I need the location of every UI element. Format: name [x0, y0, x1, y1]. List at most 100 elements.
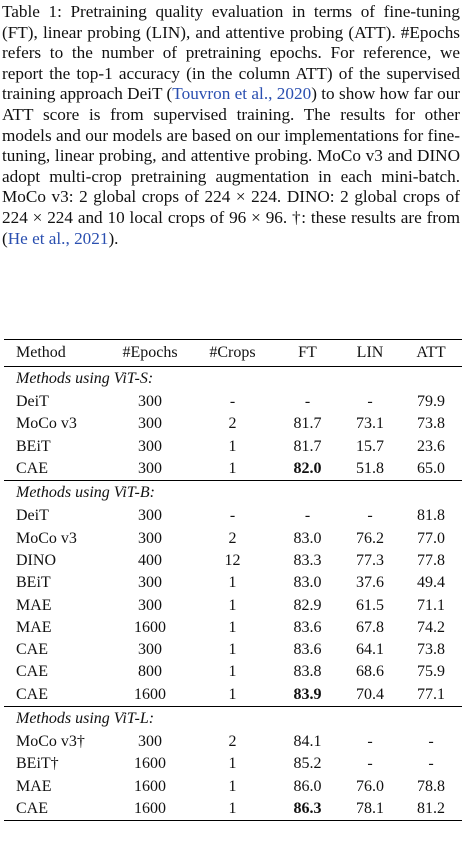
- value-cell: 68.6: [356, 663, 384, 681]
- value-cell: -: [367, 755, 373, 773]
- table-row: CAE 1600 1 83.9 70.4 77.1: [4, 684, 462, 707]
- value-cell: 1600: [134, 618, 166, 636]
- value-cell: 70.4: [356, 685, 384, 703]
- best-value: 82.0: [293, 460, 322, 478]
- column-header: FT: [298, 344, 317, 361]
- header-row: Method #Epochs #Crops FT LIN ATT: [4, 339, 462, 367]
- method-cell: CAE: [16, 641, 48, 659]
- value-cell: 51.8: [356, 460, 384, 478]
- value-cell: 1: [228, 460, 237, 478]
- method-cell: MoCo v3†: [16, 733, 85, 750]
- value-cell: 83.6: [293, 618, 322, 636]
- value-cell: 1: [228, 777, 237, 795]
- value-cell: 1: [228, 799, 237, 817]
- value-cell: 83.8: [293, 663, 322, 681]
- table-row: MoCo v3† 300 2 84.1 - -: [4, 731, 462, 753]
- method-cell: BEiT†: [16, 755, 59, 773]
- value-cell: 1600: [134, 755, 166, 773]
- results-table: Method #Epochs #Crops FT LIN ATT Methods usin…: [4, 339, 462, 821]
- value-cell: 1: [228, 755, 237, 773]
- method-cell: MAE: [16, 777, 52, 795]
- method-cell: MAE: [16, 618, 52, 636]
- method-cell: MoCo v3: [16, 415, 77, 433]
- value-cell: 300: [138, 641, 162, 659]
- group-title: Methods using ViT-S:: [16, 370, 154, 387]
- value-cell: 85.2: [293, 755, 322, 773]
- caption-text: Table 1: Pretraining quality evaluation …: [2, 2, 460, 104]
- value-cell: 1: [228, 596, 237, 614]
- table-row: CAE 800 1 83.8 68.6 75.9: [4, 661, 462, 683]
- value-cell: 76.0: [356, 777, 384, 795]
- column-header: LIN: [356, 344, 384, 361]
- value-cell: 800: [138, 663, 162, 681]
- value-cell: -: [229, 507, 236, 525]
- value-cell: 1600: [134, 685, 166, 703]
- value-cell: 71.1: [417, 596, 445, 614]
- table-row: BEiT† 1600 1 85.2 - -: [4, 753, 462, 775]
- table-row: CAE 300 1 82.0 51.8 65.0: [4, 458, 462, 481]
- value-cell: 86.3: [275, 798, 340, 821]
- value-cell: 84.1: [293, 733, 322, 750]
- value-cell: 15.7: [356, 437, 384, 455]
- value-cell: 82.9: [293, 596, 322, 614]
- method-cell: DeiT: [16, 393, 49, 411]
- value-cell: 67.8: [356, 618, 384, 636]
- value-cell: 76.2: [356, 529, 384, 547]
- value-cell: 77.0: [417, 529, 445, 547]
- method-cell: DeiT: [16, 507, 49, 525]
- value-cell: 83.3: [293, 551, 322, 569]
- row-group: Methods using ViT-S: DeiT 300 - - - 79.9 MoCo v…: [4, 367, 462, 481]
- table-row: MoCo v3 300 2 81.7 73.1 73.8: [4, 413, 462, 435]
- value-cell: 73.8: [417, 641, 445, 659]
- value-cell: 1600: [134, 799, 166, 817]
- value-cell: 2: [228, 415, 237, 433]
- table-row: DeiT 300 - - - 81.8: [4, 505, 462, 527]
- method-cell: MoCo v3: [16, 529, 77, 547]
- value-cell: 23.6: [417, 437, 445, 455]
- method-cell: CAE: [16, 685, 48, 703]
- table-row: CAE 1600 1 86.3 78.1 81.2: [4, 798, 462, 821]
- value-cell: 1: [228, 618, 237, 636]
- value-cell: 79.9: [417, 393, 445, 411]
- citation-link[interactable]: Touvron et al., 2020: [172, 84, 312, 104]
- value-cell: 300: [138, 393, 162, 411]
- value-cell: 1: [228, 437, 237, 455]
- value-cell: 2: [228, 733, 237, 750]
- value-cell: 78.8: [417, 777, 445, 795]
- group-title-row: Methods using ViT-L:: [4, 706, 462, 731]
- row-group: Methods using ViT-B: DeiT 300 - - - 81.8 MoCo v…: [4, 480, 462, 707]
- table-row: CAE 300 1 83.6 64.1 73.8: [4, 639, 462, 661]
- value-cell: 2: [228, 529, 237, 547]
- group-title-row: Methods using ViT-B:: [4, 480, 462, 506]
- value-cell: 81.7: [293, 437, 322, 455]
- group-title: Methods using ViT-B:: [16, 484, 155, 502]
- value-cell: 400: [138, 551, 162, 569]
- row-group: Methods using ViT-L: MoCo v3† 300 2 84.1- - BE…: [4, 706, 462, 821]
- value-cell: 300: [138, 507, 162, 525]
- citation-link[interactable]: He et al., 2021: [7, 228, 109, 248]
- best-value: 86.3: [293, 799, 322, 817]
- method-cell: CAE: [16, 799, 48, 817]
- value-cell: 300: [138, 415, 162, 433]
- value-cell: 1: [228, 685, 237, 703]
- value-cell: 83.0: [293, 529, 322, 547]
- column-header: ATT: [416, 344, 446, 361]
- value-cell: 300: [138, 733, 162, 750]
- value-cell: 86.0: [293, 777, 322, 795]
- value-cell: -: [428, 755, 434, 773]
- group-title: Methods using ViT-L:: [16, 709, 155, 727]
- value-cell: -: [367, 733, 373, 750]
- value-cell: 300: [138, 529, 162, 547]
- column-header: #Crops: [209, 344, 256, 361]
- value-cell: 37.6: [356, 574, 384, 592]
- table-row: MAE 1600 1 86.0 76.0 78.8: [4, 775, 462, 797]
- table-row: BEiT 300 1 81.7 15.7 23.6: [4, 436, 462, 458]
- method-cell: DINO: [16, 551, 56, 569]
- column-header: #Epochs: [122, 344, 178, 361]
- method-cell: MAE: [16, 596, 52, 614]
- value-cell: 83.6: [293, 641, 322, 659]
- value-cell: 1: [228, 641, 237, 659]
- value-cell: -: [304, 507, 311, 525]
- value-cell: 75.9: [417, 663, 445, 681]
- value-cell: -: [304, 393, 311, 411]
